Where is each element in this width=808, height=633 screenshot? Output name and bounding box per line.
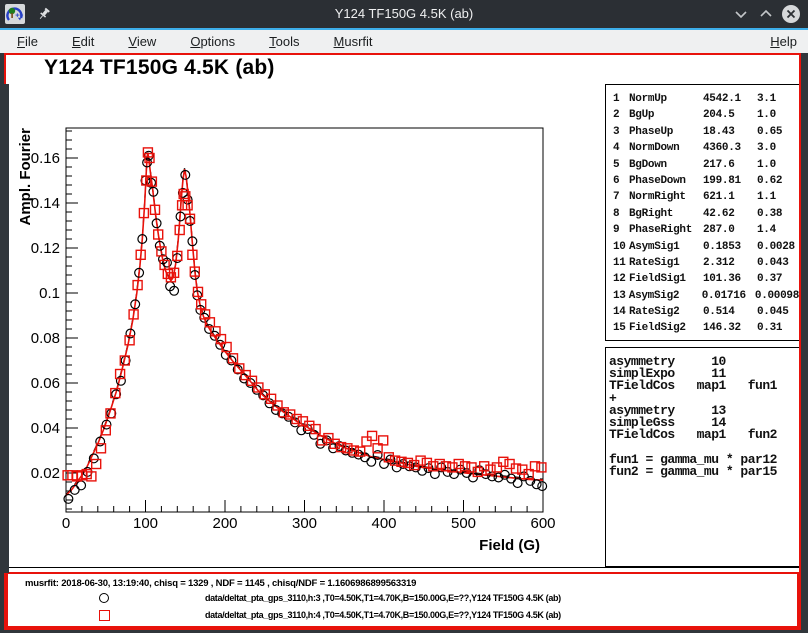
param-row-BgDown: 5BgDown217.61.0 xyxy=(606,157,799,173)
theory-line: TFieldCos map1 fun2 xyxy=(609,429,799,441)
menu-left-group: FileEditViewOptionsToolsMusrfit xyxy=(0,30,390,53)
menu-right-group: Help xyxy=(759,30,808,53)
fit-parameter-box: 1NormUp4542.13.12BgUp204.51.03PhaseUp18.… xyxy=(605,84,800,341)
legend-label: data/deltat_pta_gps_3110,h:4 ,T0=4.50K,T… xyxy=(205,610,561,620)
menu-item-options[interactable]: Options xyxy=(173,30,252,53)
param-row-FieldSig2: 15FieldSig2146.320.31 xyxy=(606,320,799,336)
plot-title: Y124 TF150G 4.5K (ab) xyxy=(44,56,275,80)
data-point-square xyxy=(499,457,508,466)
param-row-PhaseUp: 3PhaseUp18.430.65 xyxy=(606,124,799,140)
theory-line: fun2 = gamma_mu * par15 xyxy=(609,466,799,478)
menubar: FileEditViewOptionsToolsMusrfit Help xyxy=(0,30,808,53)
canvas-highlight-right-edge xyxy=(799,53,801,630)
param-row-NormRight: 7NormRight621.11.1 xyxy=(606,189,799,205)
x-tick-label: 0 xyxy=(62,515,70,532)
x-tick-label: 500 xyxy=(451,515,476,532)
legend-pad: musrfit: 2018-06-30, 13:19:40, chisq = 1… xyxy=(6,572,799,628)
param-row-RateSig1: 11RateSig12.3120.043 xyxy=(606,255,799,271)
param-row-BgRight: 8BgRight42.620.38 xyxy=(606,206,799,222)
y-tick-label: 0.16 xyxy=(31,150,60,167)
param-row-RateSig2: 14RateSig20.5140.045 xyxy=(606,304,799,320)
window-left-edge xyxy=(0,84,9,573)
theory-line: TFieldCos map1 fun1 xyxy=(609,380,799,392)
y-tick-label: 0.12 xyxy=(31,240,60,257)
maximize-icon[interactable] xyxy=(756,4,776,24)
param-row-PhaseDown: 6PhaseDown199.810.62 xyxy=(606,173,799,189)
plot-frame xyxy=(66,128,543,512)
y-tick-label: 0.06 xyxy=(31,375,60,392)
param-row-AsymSig1: 10AsymSig10.18530.0028 xyxy=(606,239,799,255)
fit-status-line: musrfit: 2018-06-30, 13:19:40, chisq = 1… xyxy=(25,578,416,589)
data-point-circle xyxy=(77,481,86,490)
data-point-circle xyxy=(64,495,73,504)
data-point-square xyxy=(454,460,463,469)
x-tick-label: 200 xyxy=(212,515,237,532)
minimize-icon[interactable] xyxy=(731,4,751,24)
legend-circle-marker-icon xyxy=(99,593,109,603)
x-tick-label: 300 xyxy=(292,515,317,532)
y-tick-label: 0.04 xyxy=(31,420,60,437)
fit-curve-dashed xyxy=(66,153,543,495)
param-row-AsymSig2: 13AsymSig20.017160.00098 xyxy=(606,288,799,304)
menu-item-file[interactable]: File xyxy=(0,30,55,53)
param-row-FieldSig1: 12FieldSig1101.360.37 xyxy=(606,271,799,287)
data-point-square xyxy=(492,463,501,472)
legend-row-2: data/deltat_pta_gps_3110,h:4 ,T0=4.50K,T… xyxy=(8,609,797,623)
data-point-square xyxy=(368,431,377,440)
application-window: ++ Y124 TF150G 4.5K (ab) FileEditViewOpt… xyxy=(0,0,808,633)
menu-item-help[interactable]: Help xyxy=(759,30,808,53)
fit-curve-red xyxy=(66,154,543,496)
param-row-NormDown: 4NormDown4360.33.0 xyxy=(606,140,799,156)
close-icon[interactable] xyxy=(781,4,801,24)
window-title: Y124 TF150G 4.5K (ab) xyxy=(0,0,808,28)
theory-box: asymmetry 10simplExpo 11TFieldCos map1 f… xyxy=(605,347,800,567)
data-point-square xyxy=(92,460,101,469)
param-row-NormUp: 1NormUp4542.13.1 xyxy=(606,91,799,107)
legend-square-marker-icon xyxy=(99,610,110,621)
data-point-circle xyxy=(538,482,547,491)
data-point-square xyxy=(362,437,371,446)
x-axis-title: Field (G) xyxy=(479,537,540,554)
x-tick-label: 100 xyxy=(133,515,158,532)
y-tick-label: 0.02 xyxy=(31,465,60,482)
titlebar: ++ Y124 TF150G 4.5K (ab) xyxy=(0,0,808,28)
y-tick-label: 0.08 xyxy=(31,330,60,347)
menu-item-tools[interactable]: Tools xyxy=(252,30,316,53)
param-row-BgUp: 2BgUp204.51.0 xyxy=(606,107,799,123)
y-axis-title: Ampl. Fourier xyxy=(17,128,34,226)
x-tick-label: 600 xyxy=(530,515,555,532)
pad-divider-line xyxy=(6,567,799,568)
legend-label: data/deltat_pta_gps_3110,h:3 ,T0=4.50K,T… xyxy=(205,593,561,603)
y-tick-label: 0.1 xyxy=(39,285,60,302)
data-point-square xyxy=(178,201,187,210)
legend-row-1: data/deltat_pta_gps_3110,h:3 ,T0=4.50K,T… xyxy=(8,592,797,606)
param-row-PhaseRight: 9PhaseRight287.01.4 xyxy=(606,222,799,238)
x-tick-label: 400 xyxy=(371,515,396,532)
menu-item-view[interactable]: View xyxy=(111,30,173,53)
menu-item-musrfit[interactable]: Musrfit xyxy=(317,30,390,53)
menu-item-edit[interactable]: Edit xyxy=(55,30,111,53)
y-tick-label: 0.14 xyxy=(31,195,60,212)
